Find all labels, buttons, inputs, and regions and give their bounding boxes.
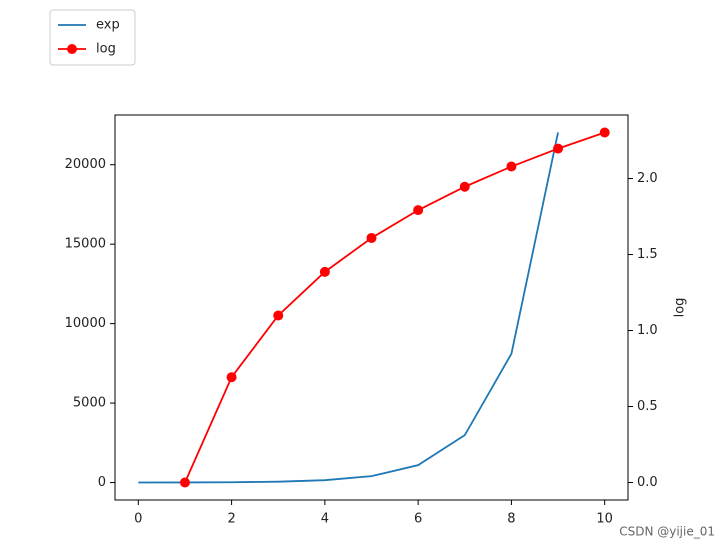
series-line [184, 131, 605, 483]
x-tick-label: 4 [321, 512, 329, 527]
series-marker [459, 181, 470, 192]
y-tick-label: 10000 [65, 316, 106, 331]
x-tick-label: 10 [596, 512, 613, 527]
y2-tick-label: 2.0 [637, 171, 658, 186]
series-marker [599, 127, 610, 138]
y2-tick-label: 1.5 [637, 247, 658, 262]
watermark: CSDN @yijie_01 [619, 525, 715, 539]
series-marker [273, 310, 284, 321]
x-tick-label: 0 [134, 512, 142, 527]
series-marker [413, 205, 424, 216]
y-tick-label: 20000 [65, 157, 106, 172]
legend-label: log [96, 42, 116, 57]
y2-axis-label: log [673, 298, 688, 318]
series-marker [179, 477, 190, 488]
y2-tick-label: 0.0 [637, 475, 658, 490]
x-tick-label: 8 [507, 512, 515, 527]
x-tick-label: 6 [414, 512, 422, 527]
series-marker [226, 372, 237, 383]
y-tick-label: 0 [98, 475, 106, 490]
legend-box [49, 9, 136, 66]
x-tick-label: 2 [227, 512, 235, 527]
y2-tick-label: 0.5 [637, 399, 658, 414]
y2-tick-label: 1.0 [637, 323, 658, 338]
series-marker [366, 232, 377, 243]
y-tick-label: 5000 [73, 396, 106, 411]
plot-frame [114, 114, 629, 501]
series-marker [506, 161, 517, 172]
y-tick-label: 15000 [65, 237, 106, 252]
legend-label: exp [96, 18, 120, 33]
series-marker [319, 266, 330, 277]
series-marker [553, 143, 564, 154]
legend-marker [67, 44, 77, 54]
series-line [138, 132, 559, 484]
